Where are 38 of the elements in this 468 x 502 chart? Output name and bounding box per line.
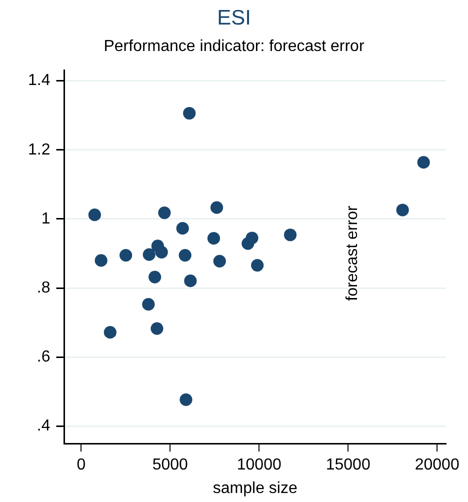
- point: [150, 322, 164, 335]
- point: [417, 156, 430, 169]
- x-tick-label: 15000: [326, 456, 370, 474]
- point: [284, 228, 297, 242]
- x-tick-label: 20000: [414, 456, 460, 474]
- x-tick-label: 5000: [152, 456, 188, 474]
- point: [213, 254, 226, 268]
- chart-title: ESI: [217, 6, 251, 30]
- point: [120, 248, 132, 262]
- chart-subtitle: Performance indicator: forecast error: [104, 38, 365, 56]
- x-tick-label: 0: [76, 456, 86, 474]
- x-axis-title: sample size: [212, 480, 298, 497]
- point: [94, 254, 108, 267]
- point: [88, 208, 101, 222]
- point: [176, 222, 189, 235]
- point: [148, 270, 162, 284]
- point: [183, 106, 196, 120]
- point: [142, 298, 155, 311]
- point: [246, 232, 258, 244]
- y-tick-label: 1: [41, 210, 50, 228]
- point: [184, 274, 197, 288]
- point: [396, 204, 409, 216]
- point: [210, 201, 224, 214]
- y-tick-label: 1.2: [28, 141, 50, 158]
- y-axis-title: forecast error: [344, 205, 361, 301]
- point: [180, 393, 192, 406]
- y-tick-label: .6: [36, 348, 50, 366]
- y-tick-label: 1.4: [28, 72, 50, 90]
- point: [178, 248, 192, 262]
- x-tick-label: 10000: [236, 456, 282, 474]
- y-tick-label: .8: [36, 280, 50, 297]
- y-tick-label: .4: [36, 418, 50, 435]
- point: [207, 232, 220, 245]
- point: [104, 326, 116, 339]
- point: [158, 206, 171, 220]
- point: [142, 248, 156, 261]
- point: [155, 246, 168, 258]
- point: [251, 258, 264, 272]
